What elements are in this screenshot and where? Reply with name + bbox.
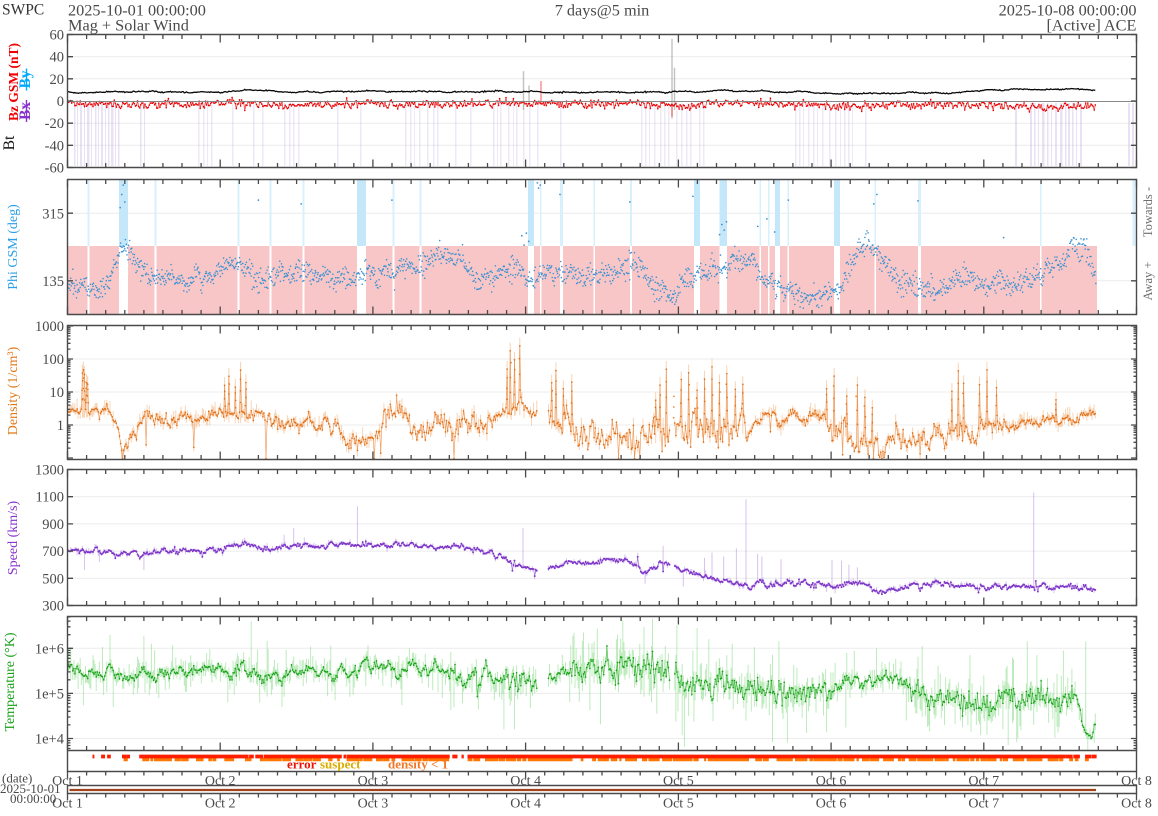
svg-text:1300: 1300 [35, 463, 64, 479]
svg-text:Oct 4: Oct 4 [510, 774, 541, 789]
svg-text:Oct 5: Oct 5 [663, 797, 694, 812]
svg-text:100: 100 [42, 352, 64, 368]
svg-text:Temperature (°K): Temperature (°K) [3, 632, 18, 731]
svg-text:Oct 3: Oct 3 [358, 774, 389, 789]
svg-text:135: 135 [42, 274, 64, 290]
svg-text:Oct 5: Oct 5 [663, 774, 694, 789]
svg-text:Oct 7: Oct 7 [968, 774, 999, 789]
svg-text:1100: 1100 [36, 490, 64, 506]
svg-text:1e+4: 1e+4 [35, 732, 65, 748]
svg-text:2025-10-01 00:00:00: 2025-10-01 00:00:00 [68, 0, 206, 19]
svg-text:Mag + Solar Wind: Mag + Solar Wind [68, 16, 189, 35]
svg-text:Oct 4: Oct 4 [510, 797, 541, 812]
svg-text:Oct 8: Oct 8 [1121, 797, 1152, 812]
svg-text:Bz GSM (nT): Bz GSM (nT) [6, 43, 21, 121]
svg-text:Bt: Bt [1, 135, 18, 150]
svg-text:00:00:00: 00:00:00 [10, 791, 56, 806]
svg-text:Oct 2: Oct 2 [205, 797, 236, 812]
svg-text:Oct 7: Oct 7 [968, 797, 999, 812]
svg-text:700: 700 [42, 544, 64, 560]
svg-text:1000: 1000 [35, 319, 64, 335]
svg-text:0: 0 [57, 94, 64, 110]
svg-text:By: By [17, 70, 34, 88]
svg-text:Phi GSM (deg): Phi GSM (deg) [6, 204, 21, 290]
svg-text:Away +: Away + [1141, 262, 1155, 301]
svg-text:20: 20 [50, 72, 65, 88]
svg-text:Oct 2: Oct 2 [205, 774, 236, 789]
svg-text:-20: -20 [45, 116, 64, 132]
svg-text:900: 900 [42, 517, 64, 533]
svg-text:2025-10-01: 2025-10-01 [0, 781, 61, 796]
svg-text:2025-10-08 00:00:00: 2025-10-08 00:00:00 [999, 0, 1137, 19]
svg-text:(date): (date) [2, 771, 32, 786]
svg-text:Oct 6: Oct 6 [816, 797, 847, 812]
svg-text:500: 500 [42, 571, 64, 587]
svg-text:suspect: suspect [320, 757, 361, 772]
svg-text:300: 300 [42, 599, 64, 615]
svg-text:Oct 3: Oct 3 [358, 797, 389, 812]
svg-text:Speed (km/s): Speed (km/s) [6, 501, 21, 576]
svg-text:1e+6: 1e+6 [35, 641, 64, 657]
svg-text:Oct 6: Oct 6 [816, 774, 847, 789]
svg-text:SWPC: SWPC [2, 2, 44, 19]
svg-text:1: 1 [57, 418, 64, 434]
svg-text:Towards -: Towards - [1141, 187, 1155, 237]
svg-text:40: 40 [50, 50, 65, 66]
svg-text:315: 315 [42, 206, 64, 222]
svg-text:Oct 1: Oct 1 [52, 774, 83, 789]
svg-text:[Active] ACE: [Active] ACE [1047, 16, 1137, 35]
svg-text:Oct 8: Oct 8 [1121, 774, 1152, 789]
svg-text:Oct 1: Oct 1 [52, 797, 83, 812]
svg-text:1e+5: 1e+5 [35, 686, 64, 702]
svg-text:Density (1/cm³): Density (1/cm³) [6, 346, 21, 435]
svg-text:-60: -60 [45, 161, 64, 177]
svg-text:7 days@5 min: 7 days@5 min [555, 0, 650, 19]
svg-text:60: 60 [50, 28, 65, 44]
svg-text:10: 10 [50, 385, 65, 401]
svg-text:Bx: Bx [17, 102, 34, 120]
svg-text:error: error [287, 757, 317, 772]
svg-text:density < 1: density < 1 [388, 757, 448, 772]
svg-text:-40: -40 [45, 138, 64, 154]
